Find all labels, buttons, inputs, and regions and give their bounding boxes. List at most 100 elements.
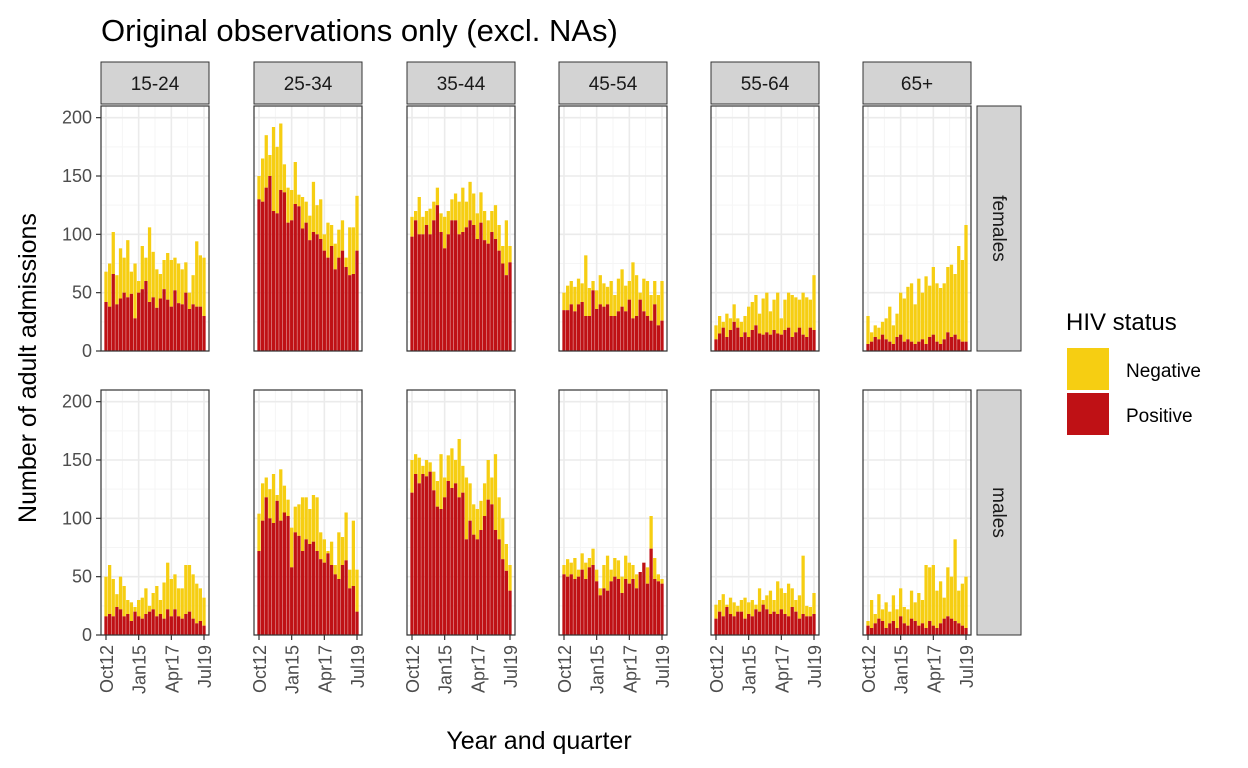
bar-negative (584, 562, 588, 579)
bar-negative (155, 586, 159, 617)
bar-negative (122, 586, 126, 617)
bar-negative (271, 474, 276, 523)
bar-positive (126, 297, 130, 351)
bar-negative (591, 548, 595, 565)
panel-males-65+ (862, 389, 972, 636)
bar-positive (880, 621, 885, 635)
bar-negative (747, 602, 751, 614)
bar-positive (421, 474, 425, 635)
bar-positive (144, 614, 148, 635)
bar-positive (464, 227, 469, 351)
bar-negative (794, 297, 798, 333)
bar-negative (913, 602, 917, 621)
bar-positive (424, 225, 429, 351)
bar-positive (653, 579, 657, 635)
panel-border (710, 105, 820, 352)
bar-negative (326, 222, 330, 258)
strip-col-1 (253, 61, 363, 105)
x-tick-label: Apr17 (924, 645, 944, 693)
bar-positive (115, 304, 119, 351)
bar-negative (453, 460, 458, 484)
bar-negative (569, 281, 573, 305)
bar-negative (783, 299, 787, 330)
bar-negative (472, 504, 476, 535)
bar-positive (497, 250, 501, 351)
y-tick-label: 50 (72, 283, 92, 303)
bar-negative (151, 593, 155, 610)
bar-negative (653, 558, 657, 579)
bar-negative (293, 506, 297, 533)
bar-positive (290, 567, 294, 635)
legend: HIV status Negative Positive (1066, 309, 1201, 435)
bar-negative (957, 246, 961, 340)
bar-positive (728, 330, 733, 351)
bar-negative (129, 602, 134, 621)
bar-positive (461, 492, 465, 635)
bar-positive (906, 625, 910, 635)
bar-positive (257, 551, 261, 635)
bar-positive (137, 616, 141, 635)
bar-negative (195, 241, 199, 307)
bar-positive (776, 614, 780, 635)
x-tick-label: Oct12 (859, 645, 879, 693)
bar-positive (920, 623, 925, 635)
bar-negative (450, 448, 454, 488)
bar-negative (129, 271, 134, 294)
bar-positive (569, 304, 573, 351)
bar-negative (308, 215, 312, 241)
bar-negative (435, 481, 440, 507)
bar-positive (869, 628, 874, 635)
bar-positive (935, 628, 939, 635)
bar-negative (580, 283, 584, 302)
bar-negative (776, 292, 780, 334)
bar-positive (118, 298, 123, 351)
bar-positive (869, 341, 874, 351)
bar-positive (627, 299, 631, 351)
bar-negative (144, 257, 148, 281)
bar-positive (264, 497, 268, 635)
bar-negative (417, 197, 421, 235)
bar-negative (808, 299, 813, 328)
bar-positive (184, 292, 188, 351)
bar-positive (472, 225, 476, 351)
bar-negative (609, 281, 613, 316)
bar-negative (162, 582, 166, 619)
bar-positive (736, 611, 740, 635)
bar-positive (743, 332, 747, 351)
bar-positive (812, 330, 816, 351)
bar-positive (953, 621, 957, 635)
bar-positive (410, 236, 414, 351)
bar-negative (920, 600, 925, 624)
bar-negative (257, 513, 261, 551)
strip-col-4 (710, 61, 820, 105)
bar-positive (649, 548, 653, 635)
bar-negative (508, 246, 512, 263)
bar-positive (490, 504, 494, 635)
x-tick-label: Jan15 (588, 645, 608, 694)
bar-negative (913, 304, 917, 344)
bar-negative (609, 569, 613, 582)
bar-negative (656, 574, 661, 582)
bar-negative (340, 220, 345, 251)
legend-key-positive (1067, 393, 1109, 435)
bar-positive (351, 274, 356, 351)
bar-negative (801, 555, 805, 614)
bar-positive (714, 339, 718, 351)
bar-positive (768, 334, 773, 351)
bar-negative (649, 295, 653, 321)
bar-positive (562, 574, 566, 635)
bar-positive (884, 628, 888, 635)
strip-col-label: 65+ (901, 74, 933, 95)
bar-positive (754, 325, 758, 351)
bar-negative (812, 593, 816, 614)
bar-negative (906, 609, 910, 626)
x-tick-label: Apr17 (315, 645, 335, 693)
bar-negative (493, 454, 498, 530)
bar-negative (616, 278, 621, 312)
bar-positive (602, 306, 606, 351)
bar-negative (725, 313, 729, 337)
bar-positive (432, 220, 436, 351)
bar-negative (443, 477, 447, 498)
bar-positive (155, 307, 159, 351)
bar-positive (902, 341, 906, 351)
